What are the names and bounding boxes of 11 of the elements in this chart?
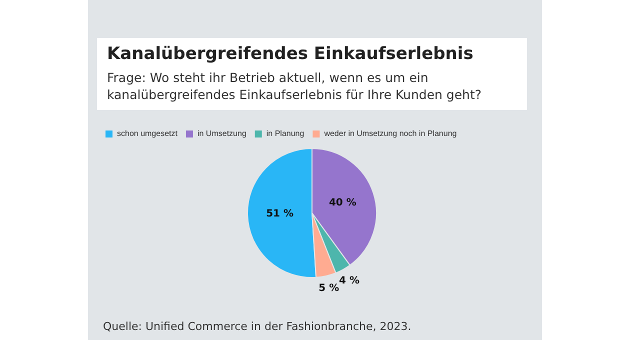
data-label: 40 % [328,198,356,209]
legend-label: in Umsetzung [197,129,246,138]
data-label: 51 % [266,208,294,220]
chart-subtitle: Frage: Wo steht ihr Betrieb aktuell, wenn es um ein kanalübergreifendes Einkaufserlebnis für Ihre Kunden geht? [107,69,482,103]
chart-title: Kanalübergreifendes Einkaufserlebnis [107,44,474,64]
data-label: 5 % [318,283,340,294]
legend-label: in Planung [266,129,304,138]
source-note: Quelle: Unified Commerce in der Fashionbranche, 2023. [103,320,412,333]
legend-label: weder in Umsetzung noch in Planung [323,129,457,138]
legend-label: schon umgesetzt [117,129,178,138]
data-label: 4 % [339,275,360,286]
